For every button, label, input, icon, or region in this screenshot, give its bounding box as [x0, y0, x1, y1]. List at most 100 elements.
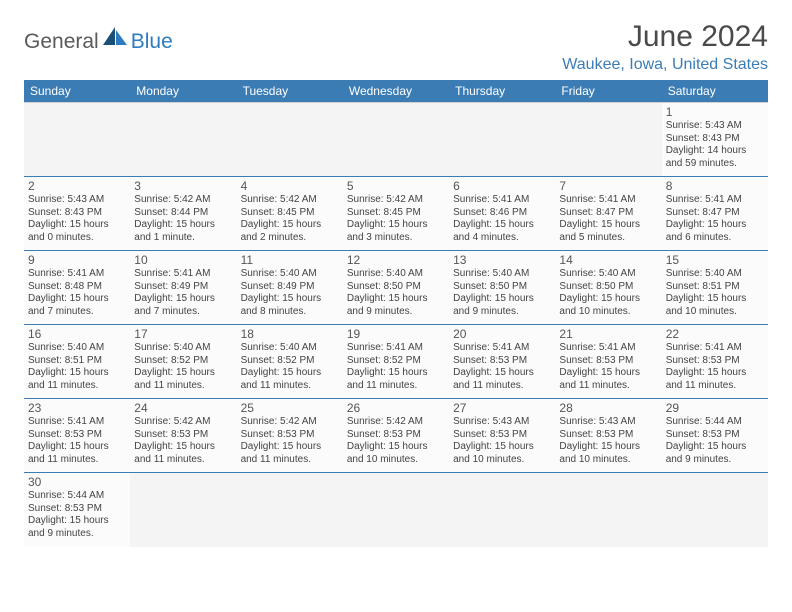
sunrise-text: Sunrise: 5:41 AM [28, 268, 126, 281]
daylight-line1: Daylight: 15 hours [347, 441, 445, 454]
day-info: Sunrise: 5:40 AMSunset: 8:50 PMDaylight:… [347, 268, 445, 318]
sail-icon [101, 25, 129, 47]
sunset-text: Sunset: 8:50 PM [559, 281, 657, 294]
sunrise-text: Sunrise: 5:40 AM [134, 342, 232, 355]
calendar-cell: 2Sunrise: 5:43 AMSunset: 8:43 PMDaylight… [24, 177, 130, 251]
daylight-line1: Daylight: 15 hours [347, 219, 445, 232]
calendar-cell: 18Sunrise: 5:40 AMSunset: 8:52 PMDayligh… [237, 325, 343, 399]
sunrise-text: Sunrise: 5:41 AM [666, 342, 764, 355]
calendar-cell [343, 103, 449, 177]
day-number: 14 [559, 253, 657, 267]
calendar-cell: 19Sunrise: 5:41 AMSunset: 8:52 PMDayligh… [343, 325, 449, 399]
daylight-line1: Daylight: 15 hours [559, 367, 657, 380]
calendar-row: 16Sunrise: 5:40 AMSunset: 8:51 PMDayligh… [24, 325, 768, 399]
daylight-line1: Daylight: 15 hours [559, 293, 657, 306]
day-info: Sunrise: 5:41 AMSunset: 8:52 PMDaylight:… [347, 342, 445, 392]
calendar-cell: 24Sunrise: 5:42 AMSunset: 8:53 PMDayligh… [130, 399, 236, 473]
day-number: 15 [666, 253, 764, 267]
dayhead-fri: Friday [555, 80, 661, 103]
sunset-text: Sunset: 8:52 PM [241, 355, 339, 368]
daylight-line2: and 10 minutes. [666, 306, 764, 319]
sunset-text: Sunset: 8:52 PM [347, 355, 445, 368]
daylight-line1: Daylight: 15 hours [347, 367, 445, 380]
calendar-cell: 10Sunrise: 5:41 AMSunset: 8:49 PMDayligh… [130, 251, 236, 325]
day-info: Sunrise: 5:40 AMSunset: 8:50 PMDaylight:… [559, 268, 657, 318]
day-number: 24 [134, 401, 232, 415]
daylight-line2: and 8 minutes. [241, 306, 339, 319]
sunrise-text: Sunrise: 5:42 AM [241, 416, 339, 429]
daylight-line2: and 7 minutes. [134, 306, 232, 319]
day-info: Sunrise: 5:42 AMSunset: 8:53 PMDaylight:… [134, 416, 232, 466]
calendar-cell [555, 473, 661, 547]
daylight-line2: and 59 minutes. [666, 158, 764, 171]
calendar-cell: 27Sunrise: 5:43 AMSunset: 8:53 PMDayligh… [449, 399, 555, 473]
day-number: 9 [28, 253, 126, 267]
day-number: 5 [347, 179, 445, 193]
daylight-line2: and 11 minutes. [241, 454, 339, 467]
daylight-line2: and 11 minutes. [28, 380, 126, 393]
daylight-line1: Daylight: 15 hours [28, 441, 126, 454]
sunset-text: Sunset: 8:43 PM [666, 133, 764, 146]
day-info: Sunrise: 5:41 AMSunset: 8:53 PMDaylight:… [666, 342, 764, 392]
day-number: 8 [666, 179, 764, 193]
calendar-row: 9Sunrise: 5:41 AMSunset: 8:48 PMDaylight… [24, 251, 768, 325]
day-info: Sunrise: 5:44 AMSunset: 8:53 PMDaylight:… [28, 490, 126, 540]
sunrise-text: Sunrise: 5:43 AM [666, 120, 764, 133]
calendar-cell [237, 103, 343, 177]
sunrise-text: Sunrise: 5:40 AM [666, 268, 764, 281]
calendar-cell [343, 473, 449, 547]
sunrise-text: Sunrise: 5:43 AM [559, 416, 657, 429]
calendar-cell: 12Sunrise: 5:40 AMSunset: 8:50 PMDayligh… [343, 251, 449, 325]
daylight-line2: and 2 minutes. [241, 232, 339, 245]
day-number: 21 [559, 327, 657, 341]
calendar-cell: 4Sunrise: 5:42 AMSunset: 8:45 PMDaylight… [237, 177, 343, 251]
sunrise-text: Sunrise: 5:44 AM [666, 416, 764, 429]
day-info: Sunrise: 5:41 AMSunset: 8:53 PMDaylight:… [559, 342, 657, 392]
day-info: Sunrise: 5:40 AMSunset: 8:49 PMDaylight:… [241, 268, 339, 318]
daylight-line2: and 9 minutes. [453, 306, 551, 319]
calendar-cell [24, 103, 130, 177]
daylight-line1: Daylight: 15 hours [453, 367, 551, 380]
calendar-cell: 6Sunrise: 5:41 AMSunset: 8:46 PMDaylight… [449, 177, 555, 251]
daylight-line1: Daylight: 15 hours [28, 293, 126, 306]
calendar-cell: 25Sunrise: 5:42 AMSunset: 8:53 PMDayligh… [237, 399, 343, 473]
title-block: June 2024 Waukee, Iowa, United States [562, 20, 768, 74]
daylight-line2: and 11 minutes. [28, 454, 126, 467]
day-number: 6 [453, 179, 551, 193]
day-info: Sunrise: 5:42 AMSunset: 8:53 PMDaylight:… [241, 416, 339, 466]
sunset-text: Sunset: 8:44 PM [134, 207, 232, 220]
sunrise-text: Sunrise: 5:42 AM [347, 194, 445, 207]
daylight-line1: Daylight: 15 hours [453, 219, 551, 232]
sunrise-text: Sunrise: 5:41 AM [453, 342, 551, 355]
day-info: Sunrise: 5:41 AMSunset: 8:48 PMDaylight:… [28, 268, 126, 318]
sunrise-text: Sunrise: 5:40 AM [28, 342, 126, 355]
day-info: Sunrise: 5:40 AMSunset: 8:51 PMDaylight:… [28, 342, 126, 392]
sunset-text: Sunset: 8:53 PM [134, 429, 232, 442]
daylight-line2: and 0 minutes. [28, 232, 126, 245]
day-number: 11 [241, 253, 339, 267]
sunset-text: Sunset: 8:53 PM [666, 429, 764, 442]
sunset-text: Sunset: 8:49 PM [134, 281, 232, 294]
calendar-cell: 7Sunrise: 5:41 AMSunset: 8:47 PMDaylight… [555, 177, 661, 251]
sunrise-text: Sunrise: 5:41 AM [559, 342, 657, 355]
calendar-cell: 16Sunrise: 5:40 AMSunset: 8:51 PMDayligh… [24, 325, 130, 399]
daylight-line1: Daylight: 15 hours [241, 367, 339, 380]
sunset-text: Sunset: 8:51 PM [666, 281, 764, 294]
daylight-line1: Daylight: 15 hours [453, 441, 551, 454]
calendar-cell [237, 473, 343, 547]
daylight-line2: and 6 minutes. [666, 232, 764, 245]
calendar-table: Sunday Monday Tuesday Wednesday Thursday… [24, 80, 768, 547]
day-number: 16 [28, 327, 126, 341]
sunrise-text: Sunrise: 5:40 AM [453, 268, 551, 281]
sunrise-text: Sunrise: 5:43 AM [453, 416, 551, 429]
sunrise-text: Sunrise: 5:44 AM [28, 490, 126, 503]
calendar-row: 30Sunrise: 5:44 AMSunset: 8:53 PMDayligh… [24, 473, 768, 547]
sunset-text: Sunset: 8:43 PM [28, 207, 126, 220]
daylight-line2: and 11 minutes. [241, 380, 339, 393]
sunset-text: Sunset: 8:52 PM [134, 355, 232, 368]
calendar-cell: 15Sunrise: 5:40 AMSunset: 8:51 PMDayligh… [662, 251, 768, 325]
sunrise-text: Sunrise: 5:41 AM [559, 194, 657, 207]
sunrise-text: Sunrise: 5:40 AM [241, 342, 339, 355]
logo: General Blue [24, 30, 173, 54]
calendar-cell: 26Sunrise: 5:42 AMSunset: 8:53 PMDayligh… [343, 399, 449, 473]
